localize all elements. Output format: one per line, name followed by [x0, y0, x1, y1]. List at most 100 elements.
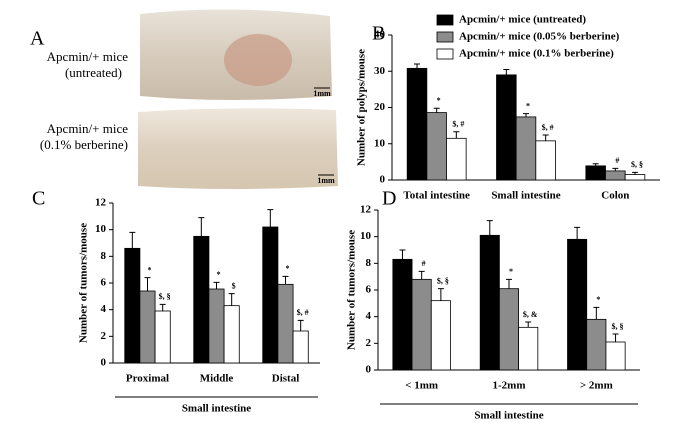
annotation: *	[286, 264, 290, 273]
x-tick-label: 1-2mm	[493, 380, 526, 392]
error-bar	[437, 288, 444, 301]
bar	[262, 226, 279, 364]
error-bar	[267, 209, 274, 227]
y-tick-label: 30	[374, 65, 386, 77]
error-bar	[542, 134, 549, 141]
error-bar	[486, 220, 493, 236]
y-tick-label: 10	[95, 223, 107, 235]
annotation: *	[437, 96, 441, 105]
bar	[292, 330, 309, 364]
y-tick-label: 0	[101, 357, 107, 369]
legend-label: Apcmin/+ mice (0.1% berberine)	[459, 48, 614, 60]
legend-swatch	[436, 14, 454, 26]
error-bar	[453, 131, 460, 139]
y-tick-label: 12	[95, 197, 107, 209]
error-bar	[198, 217, 205, 237]
error-bar	[593, 306, 600, 320]
scale-label: 1mm	[317, 176, 335, 185]
y-tick-label: 2	[366, 337, 372, 349]
error-bar	[523, 113, 529, 117]
bar	[223, 305, 240, 364]
error-bar	[612, 333, 619, 342]
bar	[515, 116, 537, 181]
annotation: $, §	[612, 322, 624, 331]
error-bar	[414, 63, 421, 69]
bar	[406, 67, 428, 181]
x-tick-label: Distal	[272, 373, 300, 385]
bar	[411, 278, 432, 371]
polyp	[224, 34, 292, 86]
panel-label: A	[30, 28, 45, 50]
error-bar	[228, 293, 235, 306]
annotation: *	[509, 267, 513, 276]
bar	[426, 112, 447, 181]
bar	[193, 235, 210, 364]
y-axis-label: Number of polyps/mouse	[356, 49, 368, 166]
y-tick-label: 4	[101, 303, 107, 315]
y-tick-label: 8	[101, 250, 107, 262]
bar	[446, 137, 467, 181]
y-tick-label: 10	[374, 137, 386, 149]
error-bar	[213, 281, 220, 289]
bar	[154, 310, 171, 364]
error-bar	[282, 275, 289, 285]
y-tick-label: 20	[374, 101, 386, 113]
bar	[586, 318, 607, 371]
panel-label: D	[382, 188, 396, 210]
bar	[496, 74, 517, 181]
caption: Apcmin/+ mice	[47, 121, 129, 136]
error-bar	[159, 303, 166, 311]
error-bar	[612, 167, 619, 171]
annotation: $, #	[297, 308, 309, 317]
error-bar	[592, 163, 599, 166]
annotation: *	[526, 101, 530, 110]
x-axis-label: Small intestine	[182, 403, 251, 415]
annotation: *	[148, 265, 152, 274]
bar	[624, 174, 646, 181]
bar	[124, 247, 141, 364]
bar	[479, 234, 500, 371]
photo	[138, 108, 338, 189]
legend-label: Apcmin/+ mice (0.05% berberine)	[459, 31, 620, 43]
bar	[585, 165, 606, 181]
y-tick-label: 12	[360, 204, 372, 216]
error-bar	[503, 68, 510, 75]
annotation: #	[422, 259, 426, 268]
x-tick-label: Middle	[200, 373, 234, 385]
bar	[277, 283, 294, 364]
x-tick-label: Small intestine	[491, 190, 560, 202]
y-tick-label: 6	[366, 284, 372, 296]
panel-label: C	[32, 188, 45, 210]
bar	[139, 290, 156, 364]
annotation: *	[596, 295, 600, 304]
y-tick-label: 6	[101, 277, 107, 289]
error-bar	[297, 319, 304, 331]
legend-swatch	[436, 31, 454, 43]
error-bar	[631, 171, 638, 175]
bar	[498, 288, 520, 371]
x-tick-label: > 2mm	[580, 380, 613, 392]
annotation: $, §	[159, 292, 171, 301]
panel-label: B	[372, 23, 385, 45]
bar	[535, 140, 556, 181]
annotation: $	[232, 281, 236, 290]
annotation: $, §	[631, 160, 643, 169]
y-tick-label: 0	[380, 174, 386, 186]
annotation: $, #	[542, 123, 554, 132]
bar	[518, 326, 539, 371]
bar	[605, 341, 626, 371]
x-tick-label: Colon	[601, 190, 629, 202]
annotation: *	[217, 270, 221, 279]
caption: (0.1% berberine)	[40, 137, 128, 152]
annotation: $, #	[452, 120, 464, 129]
caption: Apcmin/+ mice	[47, 49, 129, 64]
bar	[567, 238, 588, 371]
annotation: #	[615, 156, 619, 165]
error-bar	[433, 107, 440, 113]
x-tick-label: Proximal	[126, 373, 169, 385]
y-tick-label: 8	[366, 257, 372, 269]
x-axis-label: Small intestine	[474, 410, 543, 422]
y-axis-label: Number of tumors/mouse	[78, 223, 90, 343]
y-tick-label: 40	[374, 29, 386, 41]
